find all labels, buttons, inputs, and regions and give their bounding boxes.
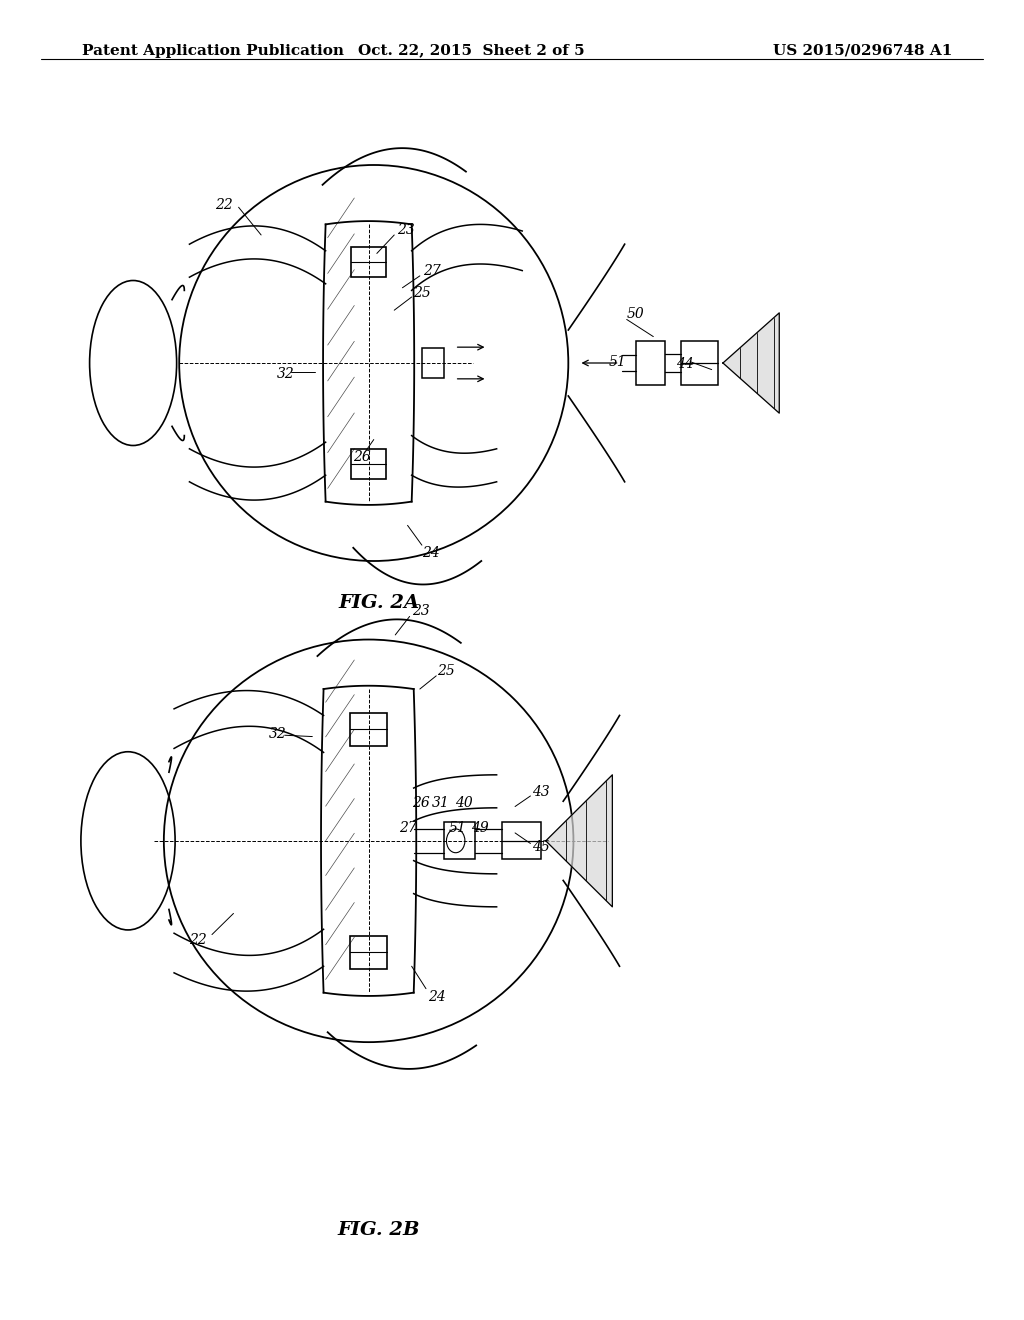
Bar (636, 341, 665, 385)
Text: Oct. 22, 2015  Sheet 2 of 5: Oct. 22, 2015 Sheet 2 of 5 (357, 44, 585, 58)
Text: US 2015/0296748 A1: US 2015/0296748 A1 (773, 44, 952, 58)
Polygon shape (723, 313, 779, 413)
Bar (681, 341, 718, 385)
Text: 23: 23 (397, 223, 415, 236)
Text: 27: 27 (399, 821, 417, 834)
Bar (350, 713, 387, 746)
Text: 40: 40 (455, 796, 472, 809)
Bar (422, 348, 444, 378)
Text: 43: 43 (532, 785, 550, 799)
Text: 25: 25 (437, 664, 455, 677)
Text: 44: 44 (676, 358, 693, 371)
Text: 32: 32 (269, 727, 287, 741)
Polygon shape (546, 775, 612, 907)
Bar (351, 449, 386, 479)
Bar (444, 822, 475, 859)
Text: FIG. 2A: FIG. 2A (338, 594, 420, 612)
Text: 32: 32 (276, 367, 294, 380)
Text: 31: 31 (432, 796, 450, 809)
Text: 24: 24 (422, 546, 439, 560)
Text: 23: 23 (412, 605, 429, 618)
Text: 24: 24 (428, 990, 445, 1003)
Text: 49: 49 (471, 821, 488, 834)
Text: 50: 50 (627, 308, 644, 321)
Text: Patent Application Publication: Patent Application Publication (82, 44, 344, 58)
Text: 25: 25 (413, 286, 430, 300)
Bar (351, 247, 386, 277)
Text: 26: 26 (353, 450, 371, 463)
Text: 51: 51 (608, 355, 626, 368)
Bar (350, 936, 387, 969)
Text: 27: 27 (423, 264, 440, 277)
Text: FIG. 2B: FIG. 2B (338, 1221, 420, 1239)
Bar (502, 822, 541, 859)
Text: 26: 26 (412, 796, 429, 809)
Text: 45: 45 (532, 841, 550, 854)
Text: 22: 22 (215, 198, 232, 211)
Text: 51: 51 (449, 821, 466, 834)
Text: 22: 22 (189, 933, 207, 946)
